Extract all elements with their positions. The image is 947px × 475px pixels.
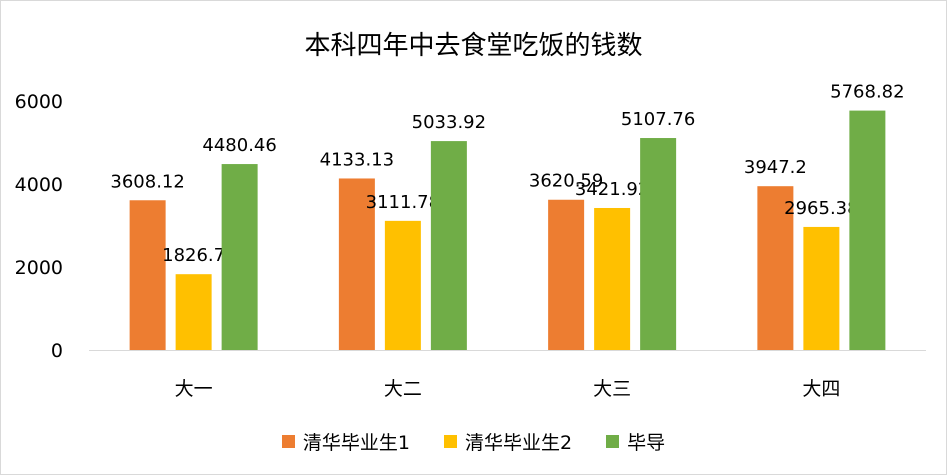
y-tick-label: 2000 xyxy=(15,257,63,279)
bar xyxy=(548,199,585,350)
x-tick-label: 大四 xyxy=(802,378,840,400)
legend-item: 清华毕业生1 xyxy=(281,428,410,455)
legend: 清华毕业生1 清华毕业生2 毕导 xyxy=(1,427,946,455)
data-label: 5768.82 xyxy=(830,82,904,103)
x-tick-label: 大二 xyxy=(384,378,422,400)
bar xyxy=(175,274,212,350)
legend-swatch xyxy=(443,434,457,448)
bar xyxy=(338,178,375,350)
bar xyxy=(430,141,467,350)
legend-label: 毕导 xyxy=(627,431,666,454)
bar xyxy=(129,200,166,350)
data-label: 3111.78 xyxy=(366,192,440,213)
bar xyxy=(803,226,840,350)
data-label: 5107.76 xyxy=(621,109,695,130)
legend-swatch xyxy=(281,434,295,448)
bar xyxy=(640,138,677,350)
legend-item: 清华毕业生2 xyxy=(443,428,573,455)
data-label: 3608.12 xyxy=(110,171,184,192)
plot-area: 0 2000 4000 6000 大一 3608.12 1826.7 4480.46 大二 413… xyxy=(15,82,926,400)
x-tick-label: 大三 xyxy=(593,378,631,400)
data-label: 4133.13 xyxy=(320,149,394,170)
data-label: 4480.46 xyxy=(202,135,276,156)
bar xyxy=(594,207,631,350)
legend-item: 毕导 xyxy=(606,428,665,455)
data-label: 3947.2 xyxy=(744,157,807,178)
x-tick-label: 大一 xyxy=(175,378,213,400)
bar xyxy=(757,186,794,350)
data-label: 3421.92 xyxy=(575,179,649,200)
y-tick-label: 0 xyxy=(51,340,63,362)
data-label: 1826.7 xyxy=(162,245,225,266)
legend-label: 清华毕业生2 xyxy=(464,431,573,454)
legend-label: 清华毕业生1 xyxy=(302,431,410,454)
data-label: 3620.59 xyxy=(529,171,603,192)
bar xyxy=(221,164,258,350)
bar xyxy=(384,220,421,350)
data-label: 5033.92 xyxy=(412,112,486,133)
y-tick-label: 6000 xyxy=(15,91,63,113)
legend-swatch xyxy=(606,434,620,448)
chart-title: 本科四年中去食堂吃饭的钱数 xyxy=(304,31,643,61)
data-label: 2965.38 xyxy=(784,198,858,219)
bar xyxy=(849,110,886,351)
y-tick-label: 4000 xyxy=(15,174,63,196)
